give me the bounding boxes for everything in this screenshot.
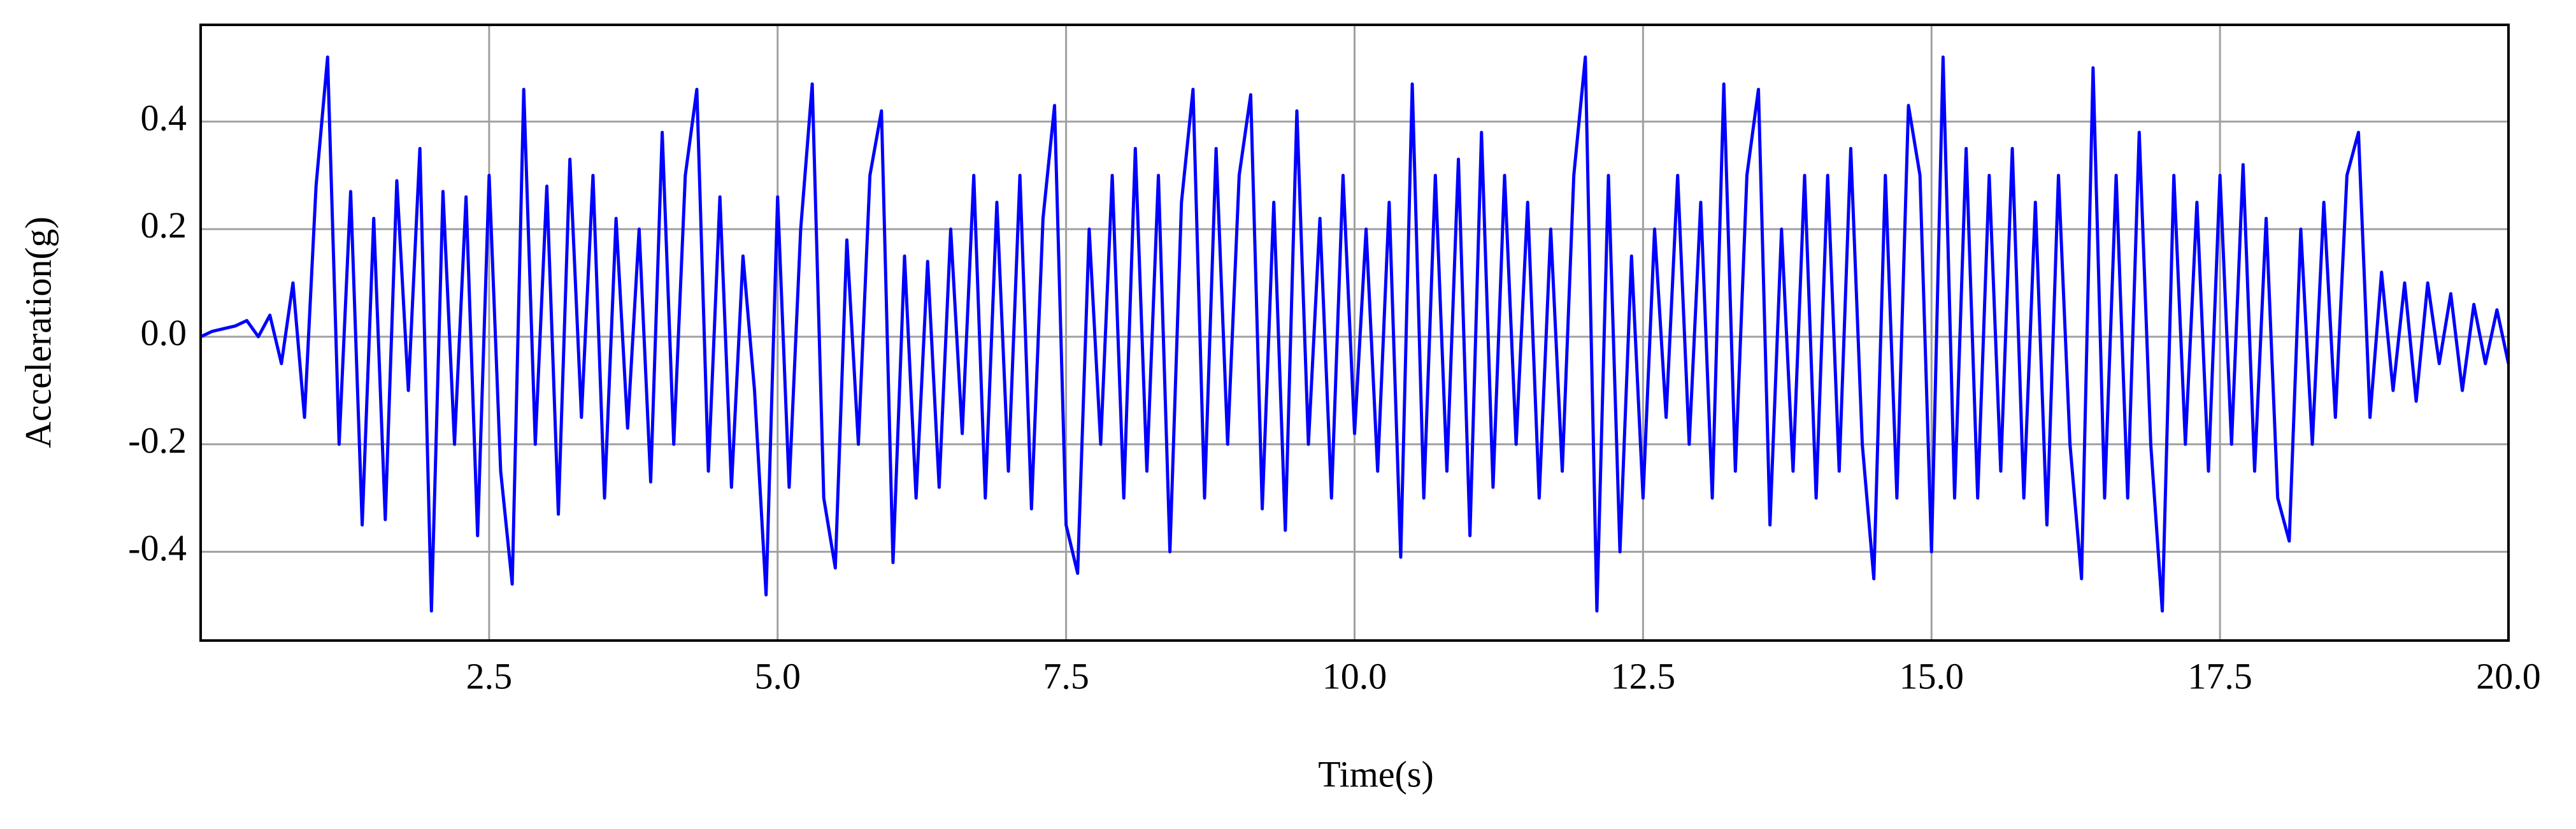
x-tick-label: 15.0 xyxy=(1900,655,1964,697)
y-tick-label: 0.2 xyxy=(141,204,187,246)
x-axis-title: Time(s) xyxy=(1318,753,1434,795)
x-tick-label: 5.0 xyxy=(755,655,801,697)
y-tick-label: -0.2 xyxy=(128,420,187,461)
y-tick-label: 0.0 xyxy=(141,312,187,353)
signal-line xyxy=(199,55,2510,613)
x-tick-label: 10.0 xyxy=(1322,655,1387,697)
plot-frame xyxy=(199,24,2510,642)
y-tick-label: 0.4 xyxy=(141,97,187,138)
x-tick-label: 20.0 xyxy=(2476,655,2541,697)
y-axis-title: Acceleration(g) xyxy=(17,216,59,448)
y-tick-label: -0.4 xyxy=(128,527,187,569)
x-tick-label: 12.5 xyxy=(1611,655,1676,697)
x-tick-label: 17.5 xyxy=(2187,655,2252,697)
x-tick-label: 7.5 xyxy=(1043,655,1089,697)
x-tick-label: 2.5 xyxy=(466,655,513,697)
